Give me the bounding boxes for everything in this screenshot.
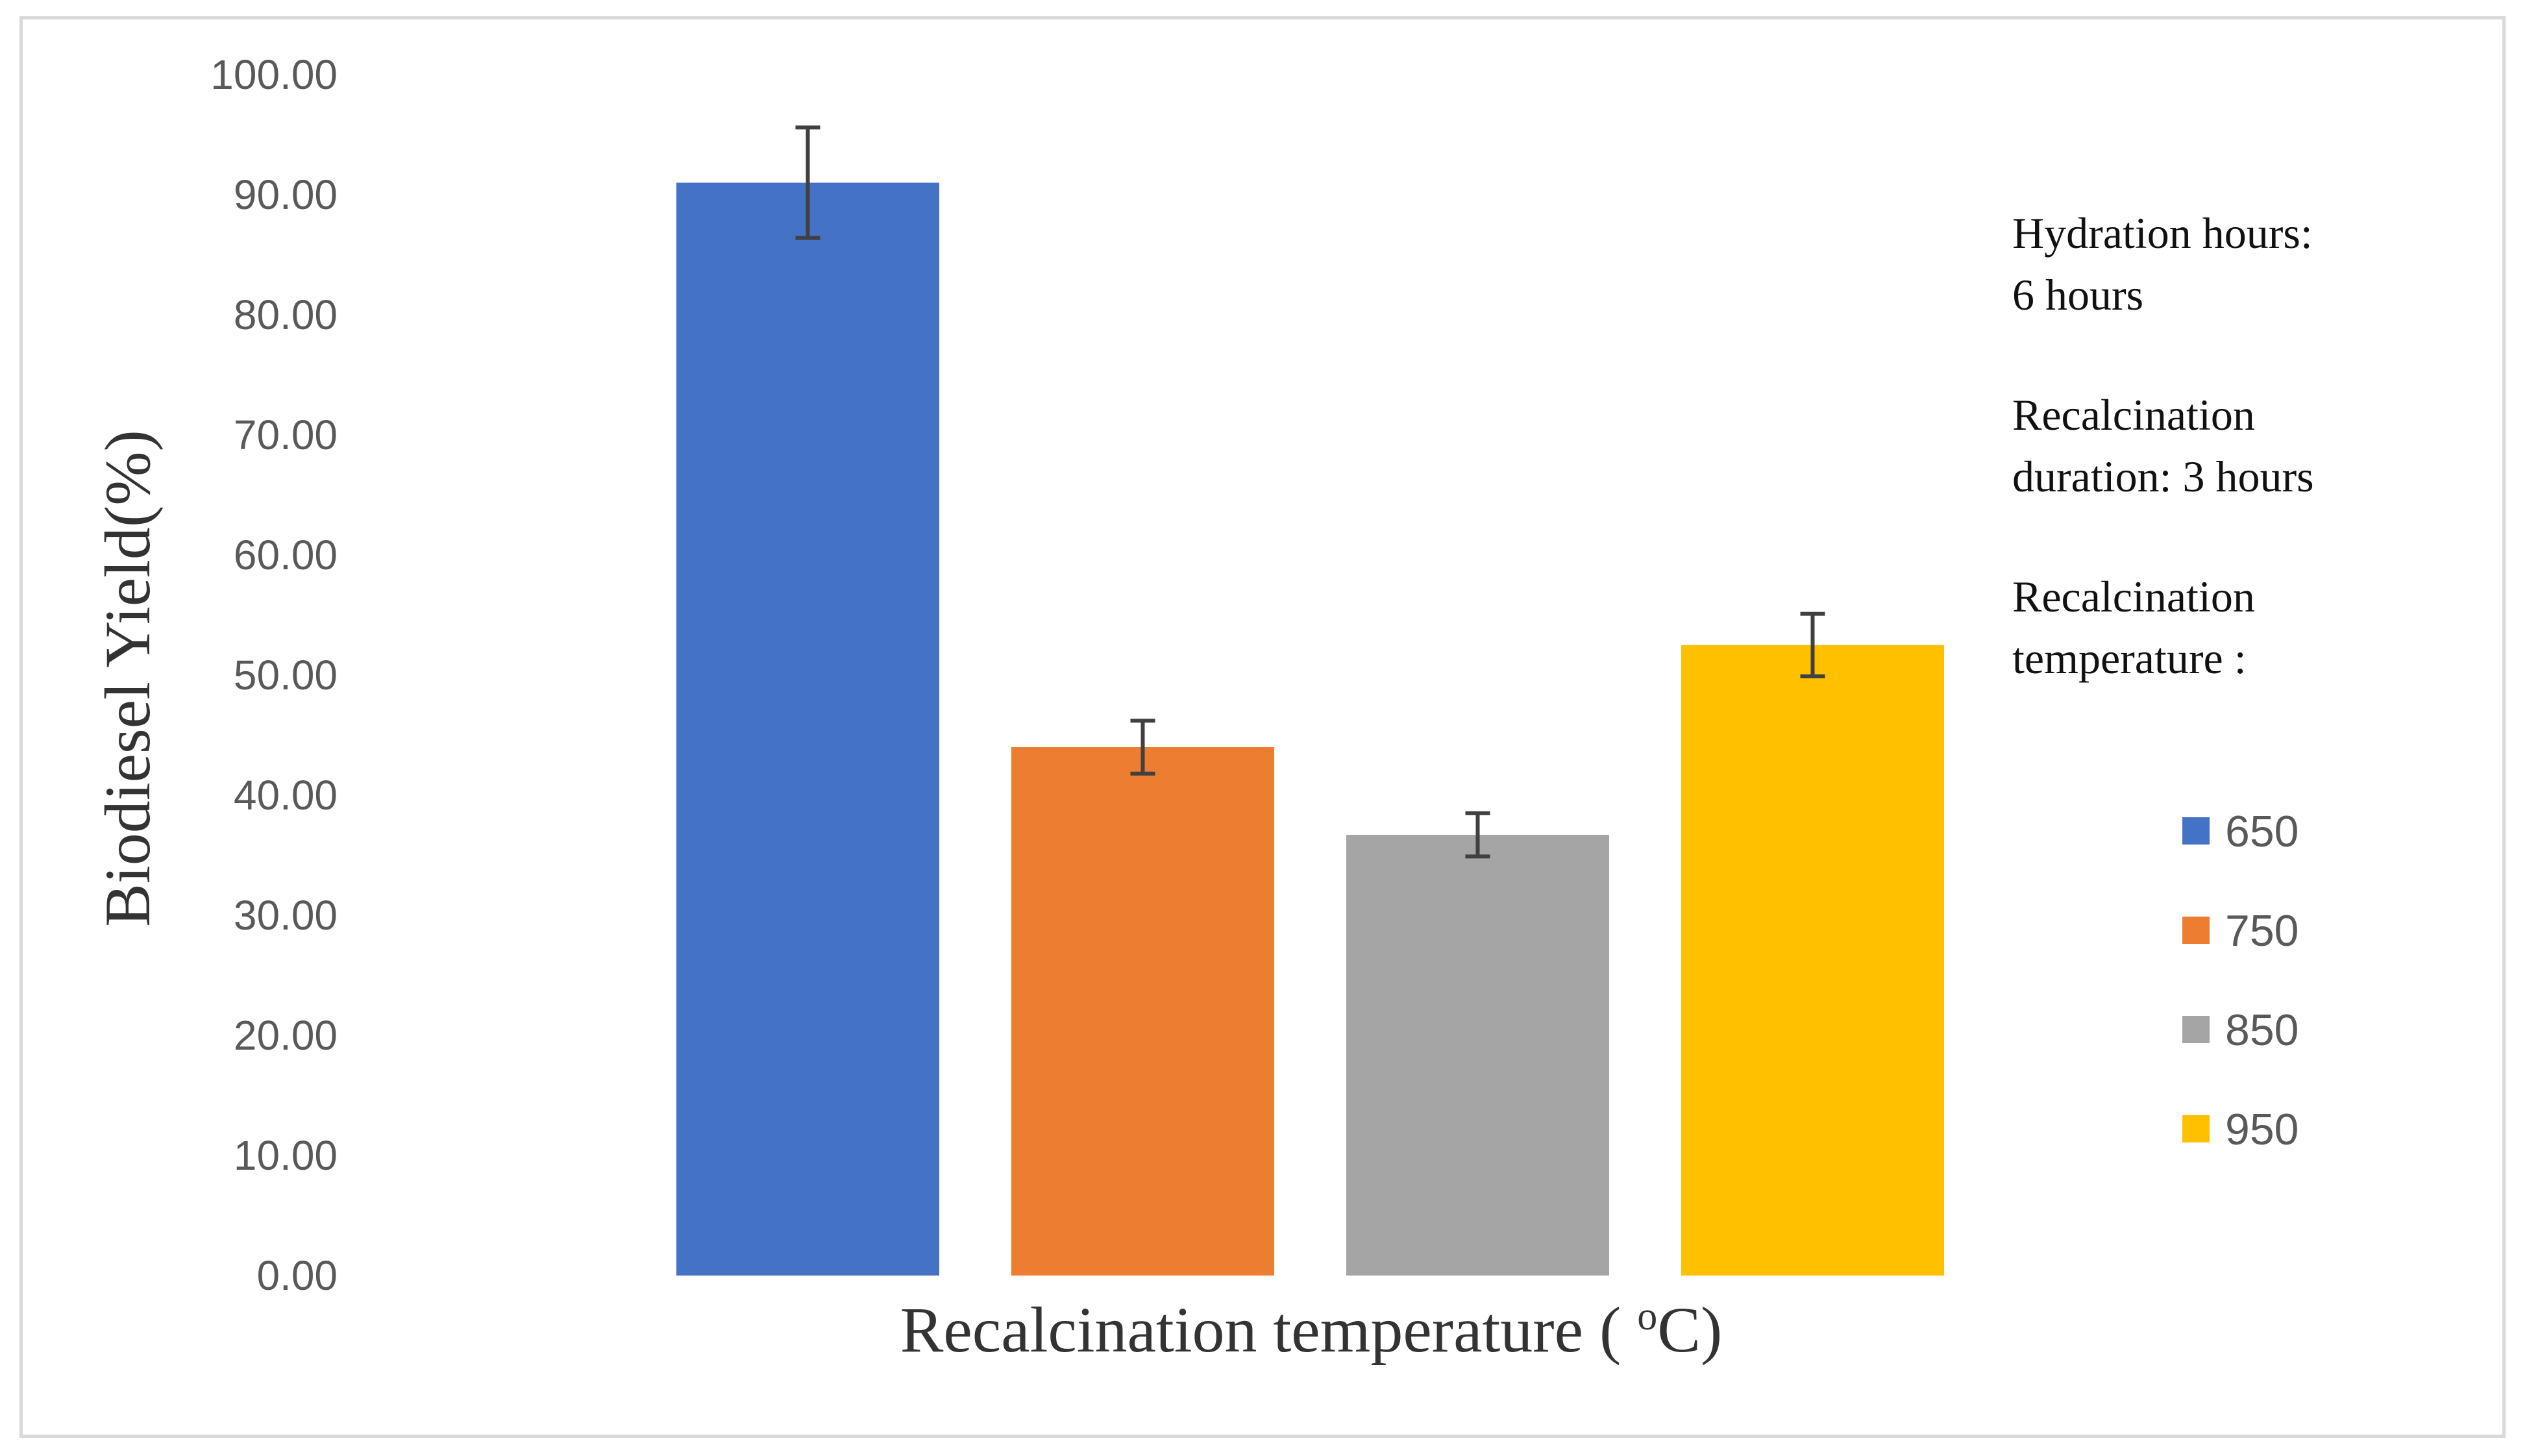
annotation-line: Recalcination xyxy=(2012,390,2255,439)
y-tick-label: 10.00 xyxy=(234,1132,338,1179)
x-axis-label-main: Recalcination temperature ( xyxy=(900,1294,1638,1366)
bar-950 xyxy=(1681,645,1944,1276)
legend-item-650: 650 xyxy=(2182,807,2299,856)
bar-750 xyxy=(1011,747,1274,1276)
y-tick-label: 90.00 xyxy=(234,171,338,218)
legend-label: 750 xyxy=(2225,906,2299,956)
legend-label: 950 xyxy=(2225,1105,2299,1154)
y-tick-label: 70.00 xyxy=(234,412,338,458)
conditions-annotation: Hydration hours: 6 hours Recalcination dura… xyxy=(2012,208,2314,683)
y-tick-label: 0.00 xyxy=(256,1252,338,1299)
bars xyxy=(676,182,1944,1276)
annotation-line: Hydration hours: xyxy=(2012,208,2313,258)
y-tick-label: 20.00 xyxy=(234,1012,338,1059)
legend-label: 650 xyxy=(2225,807,2299,856)
x-axis-label: Recalcination temperature ( oC) xyxy=(900,1294,1723,1366)
legend-swatch xyxy=(2182,817,2210,845)
annotation-line: Recalcination xyxy=(2012,572,2255,621)
y-tick-label: 60.00 xyxy=(234,532,338,578)
legend-item-950: 950 xyxy=(2182,1105,2299,1154)
annotation-line: duration: 3 hours xyxy=(2012,452,2314,501)
legend-label: 850 xyxy=(2225,1006,2299,1055)
y-tick-label: 40.00 xyxy=(234,772,338,819)
error-bars xyxy=(795,125,1825,859)
legend-swatch xyxy=(2182,917,2210,944)
y-tick-label: 30.00 xyxy=(234,892,338,939)
legend-item-750: 750 xyxy=(2182,906,2299,956)
y-tick-label: 50.00 xyxy=(234,652,338,698)
y-tick-label: 80.00 xyxy=(234,291,338,338)
legend-swatch xyxy=(2182,1115,2210,1142)
y-axis-tick-labels: 0.00 10.00 20.00 30.00 40.00 50.00 60.00 70.00 8… xyxy=(210,51,338,1299)
legend-swatch xyxy=(2182,1016,2210,1043)
annotation-line: 6 hours xyxy=(2012,270,2143,319)
error-bar-950 xyxy=(1800,611,1825,678)
annotation-line: temperature : xyxy=(2012,634,2247,683)
y-axis-label: Biodiesel Yield(%) xyxy=(92,430,164,927)
bar-850 xyxy=(1346,835,1609,1276)
error-bar-650 xyxy=(795,125,820,240)
y-tick-label: 100.00 xyxy=(210,51,338,98)
legend: 650 750 850 950 xyxy=(2182,807,2299,1154)
legend-item-850: 850 xyxy=(2182,1006,2299,1055)
x-axis-label-unit: C) xyxy=(1657,1294,1722,1366)
error-bar-850 xyxy=(1465,811,1490,859)
x-axis-label-superscript: o xyxy=(1637,1294,1657,1339)
error-bar-750 xyxy=(1130,719,1155,776)
bar-650 xyxy=(676,182,939,1276)
